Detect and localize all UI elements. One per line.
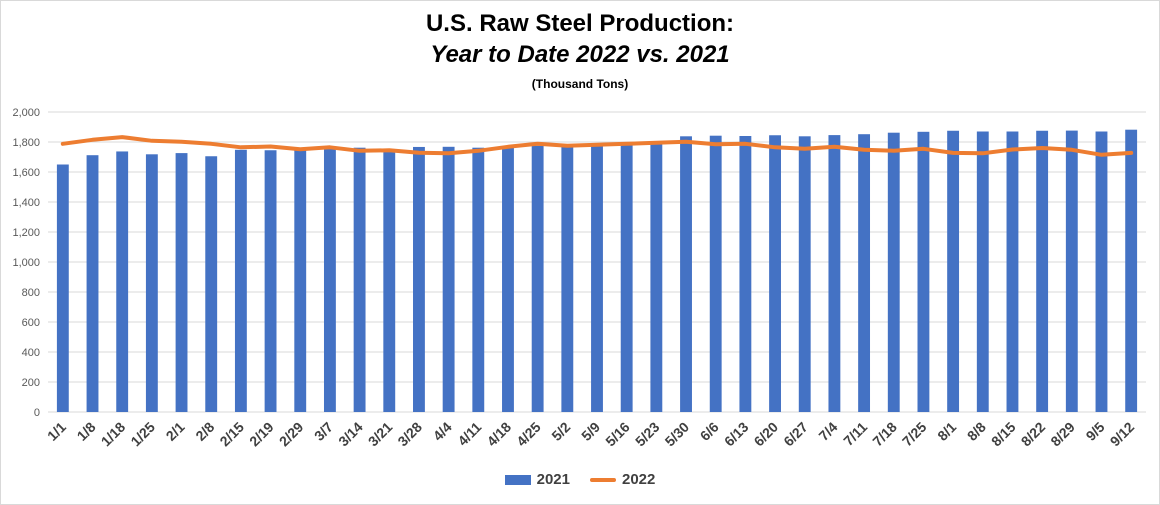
bar-2021 — [739, 136, 752, 412]
bar-2021 — [175, 153, 188, 412]
bar-2021 — [294, 149, 307, 412]
legend-item-2021: 2021 — [504, 471, 570, 488]
x-tick-label: 9/5 — [1083, 419, 1108, 444]
x-tick-label: 2/8 — [192, 419, 217, 444]
bar-2021 — [205, 156, 218, 412]
bar-2021 — [858, 134, 871, 412]
x-tick-label: 5/2 — [548, 419, 573, 444]
bar-2021 — [620, 144, 633, 413]
bar-2021 — [234, 149, 247, 413]
y-tick-label: 800 — [22, 287, 40, 299]
legend-swatch-2021 — [504, 474, 531, 485]
x-tick-label: 9/12 — [1107, 419, 1138, 450]
x-tick-label: 8/29 — [1047, 419, 1078, 450]
x-tick-label: 6/20 — [751, 419, 782, 450]
bar-2021 — [798, 136, 811, 413]
x-tick-label: 2/29 — [276, 419, 307, 450]
bar-2021 — [709, 135, 722, 412]
bar-2021 — [353, 147, 366, 412]
bar-2021 — [680, 136, 692, 413]
bar-2021 — [887, 132, 900, 412]
bar-2021 — [531, 145, 544, 412]
bar-2021 — [976, 131, 989, 412]
x-tick-label: 8/22 — [1018, 419, 1049, 450]
y-tick-label: 400 — [22, 347, 40, 359]
x-tick-label: 2/1 — [163, 419, 188, 444]
bar-2021 — [383, 150, 396, 412]
bar-2021 — [413, 146, 425, 412]
bar-2021 — [502, 146, 514, 412]
x-tick-label: 4/11 — [454, 419, 484, 449]
chart-title-block: U.S. Raw Steel Production: Year to Date … — [1, 9, 1159, 93]
legend-label-2021: 2021 — [536, 471, 570, 488]
x-tick-label: 5/30 — [662, 419, 693, 450]
y-tick-label: 600 — [22, 317, 40, 329]
y-tick-label: 0 — [34, 407, 40, 419]
x-tick-label: 2/19 — [246, 419, 277, 450]
y-tick-label: 1,800 — [12, 137, 40, 149]
bar-2021 — [323, 148, 336, 412]
x-tick-label: 7/25 — [899, 419, 930, 450]
x-tick-label: 8/15 — [988, 419, 1019, 450]
y-tick-label: 2,000 — [12, 107, 40, 119]
chart-units-note: (Thousand Tons) — [531, 77, 629, 91]
x-tick-label: 8/1 — [934, 419, 959, 444]
x-tick-label: 1/25 — [127, 419, 158, 450]
line-2022 — [60, 135, 1134, 157]
bar-2021 — [442, 146, 455, 413]
bar-2021 — [1036, 130, 1049, 412]
x-tick-label: 2/15 — [216, 419, 247, 450]
bar-2021 — [145, 154, 158, 413]
bar-2021 — [1065, 130, 1078, 412]
bar-2021 — [86, 155, 99, 412]
bar-2021 — [769, 135, 781, 412]
legend-label-2022: 2022 — [622, 471, 656, 488]
bar-2021 — [56, 164, 69, 412]
chart-title: U.S. Raw Steel Production: — [425, 10, 735, 37]
bar-2021 — [472, 147, 485, 412]
x-tick-label: 3/28 — [394, 419, 425, 450]
legend-swatch-2022 — [590, 477, 616, 482]
x-tick-label: 3/7 — [311, 419, 336, 444]
x-tick-label: 4/18 — [484, 419, 515, 450]
bar-2021 — [917, 131, 930, 413]
x-tick-label: 1/1 — [44, 419, 69, 444]
bar-2021 — [947, 130, 960, 412]
y-tick-label: 1,000 — [12, 257, 40, 269]
x-tick-label: 3/14 — [335, 419, 366, 450]
chart-legend: 2021 2022 — [1, 471, 1159, 488]
y-tick-label: 1,600 — [12, 167, 40, 179]
x-tick-label: 5/9 — [578, 419, 603, 444]
x-tick-label: 8/8 — [964, 419, 989, 444]
x-tick-label: 1/18 — [98, 419, 129, 450]
x-tick-label: 6/13 — [721, 419, 752, 450]
y-tick-label: 1,400 — [12, 197, 40, 209]
x-tick-label: 5/23 — [632, 419, 663, 450]
bar-2021 — [591, 145, 603, 412]
bar-2021 — [1006, 131, 1019, 412]
bar-2021 — [116, 151, 129, 412]
y-tick-label: 1,200 — [12, 227, 40, 239]
x-tick-label: 1/8 — [74, 419, 99, 444]
legend-item-2022: 2022 — [590, 471, 655, 488]
x-tick-label: 7/11 — [840, 419, 870, 449]
y-tick-label: 200 — [22, 377, 40, 389]
chart-subtitle: Year to Date 2022 vs. 2021 — [430, 41, 730, 68]
x-tick-label: 6/27 — [780, 419, 811, 450]
bar-2021 — [561, 145, 574, 412]
x-tick-label: 4/4 — [430, 419, 455, 444]
x-tick-label: 6/6 — [697, 419, 722, 444]
x-tick-label: 7/4 — [815, 419, 840, 444]
bar-2021 — [264, 150, 277, 412]
bar-2021 — [1095, 131, 1108, 412]
x-tick-label: 5/16 — [602, 419, 633, 450]
bar-2021 — [828, 135, 841, 412]
bar-2021 — [1125, 129, 1138, 412]
x-tick-label: 4/25 — [513, 419, 544, 450]
x-tick-label: 3/21 — [365, 419, 396, 450]
bar-2021 — [650, 143, 663, 412]
x-tick-label: 7/18 — [869, 419, 900, 450]
chart-plot: 2,000 1,800 1,600 1,400 1,200 1,000 800 600 400 2… — [12, 107, 1146, 450]
